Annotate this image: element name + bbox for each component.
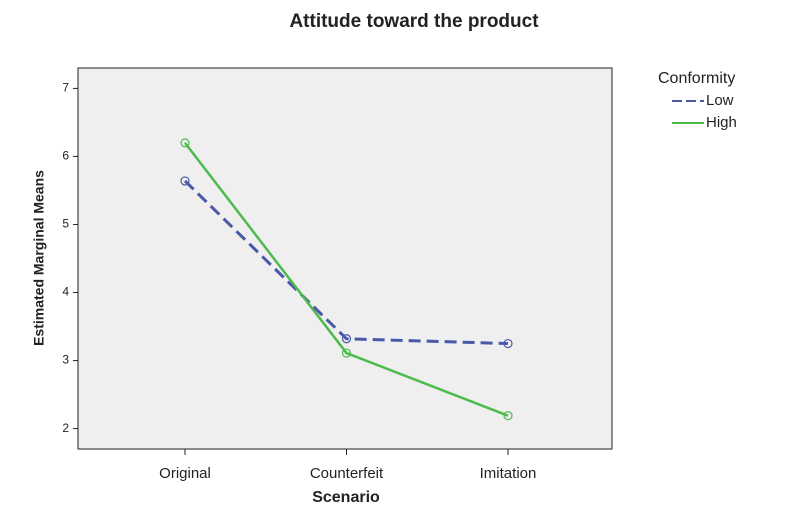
series-line bbox=[183, 179, 509, 346]
data-point bbox=[503, 411, 513, 421]
x-tick-label: Counterfeit bbox=[310, 465, 384, 482]
data-point bbox=[341, 348, 352, 358]
y-axis-label: Estimated Marginal Means bbox=[31, 170, 47, 346]
data-point bbox=[503, 338, 513, 349]
x-axis-label: Scenario bbox=[312, 489, 380, 506]
y-tick-label: 6 bbox=[62, 149, 69, 163]
data-point bbox=[180, 176, 190, 186]
y-tick-label: 2 bbox=[62, 421, 69, 435]
x-tick-label: Original bbox=[159, 465, 211, 482]
legend-label: High bbox=[706, 114, 737, 131]
data-point bbox=[180, 138, 190, 148]
legend-label: Low bbox=[706, 92, 734, 109]
legend-title: Conformity bbox=[658, 70, 735, 87]
y-tick-label: 4 bbox=[62, 285, 69, 299]
plot-area bbox=[77, 67, 613, 450]
data-point bbox=[341, 334, 352, 344]
chart-title: Attitude toward the product bbox=[289, 11, 539, 32]
y-tick-label: 7 bbox=[62, 81, 69, 95]
x-tick-label: Imitation bbox=[480, 465, 537, 482]
series-line bbox=[184, 142, 509, 417]
y-tick-label: 5 bbox=[62, 217, 69, 231]
y-tick-label: 3 bbox=[62, 353, 69, 367]
